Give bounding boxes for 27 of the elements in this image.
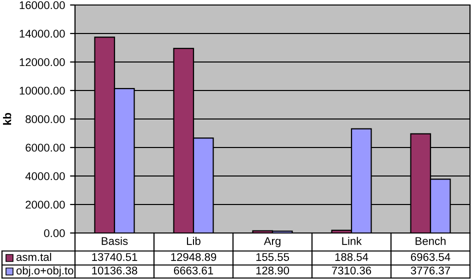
y-tick-label: 16000.00 bbox=[20, 1, 65, 10]
y-tick-label: 2000.00 bbox=[26, 200, 65, 209]
y-tick-label: 6000.00 bbox=[26, 144, 65, 152]
data-label: 188.54 bbox=[335, 253, 368, 261]
data-label: 3776.37 bbox=[410, 266, 450, 274]
x-tick-label: Lib bbox=[187, 236, 200, 245]
data-label: 7310.36 bbox=[332, 266, 372, 274]
data-label: 6663.61 bbox=[174, 266, 214, 274]
data-label: 128.90 bbox=[256, 266, 290, 274]
x-tick-label: Arg bbox=[264, 237, 280, 248]
y-tick-label: 0.00 bbox=[44, 229, 65, 238]
y-tick-label: 10000.00 bbox=[20, 86, 65, 95]
legend-label: obj.o+obj.to bbox=[16, 266, 74, 277]
y-tick-label: 4000.00 bbox=[25, 172, 65, 180]
data-label: 6963.54 bbox=[410, 253, 450, 261]
data-label: 10136.38 bbox=[92, 266, 138, 274]
legend-label: asm.tal bbox=[16, 252, 52, 261]
x-tick-label: Bench bbox=[416, 236, 446, 245]
y-tick-label: 8000.00 bbox=[26, 115, 65, 124]
x-tick-label: Basis bbox=[102, 236, 128, 245]
x-tick-label: Link bbox=[342, 236, 362, 245]
data-label: 13740.51 bbox=[92, 253, 138, 261]
data-label: 155.55 bbox=[256, 253, 290, 261]
y-tick-label: 14000.00 bbox=[20, 30, 65, 38]
y-tick-label: 12000.00 bbox=[20, 58, 65, 66]
y-axis-title: kb bbox=[3, 112, 12, 125]
data-label: 12948.89 bbox=[171, 253, 216, 261]
